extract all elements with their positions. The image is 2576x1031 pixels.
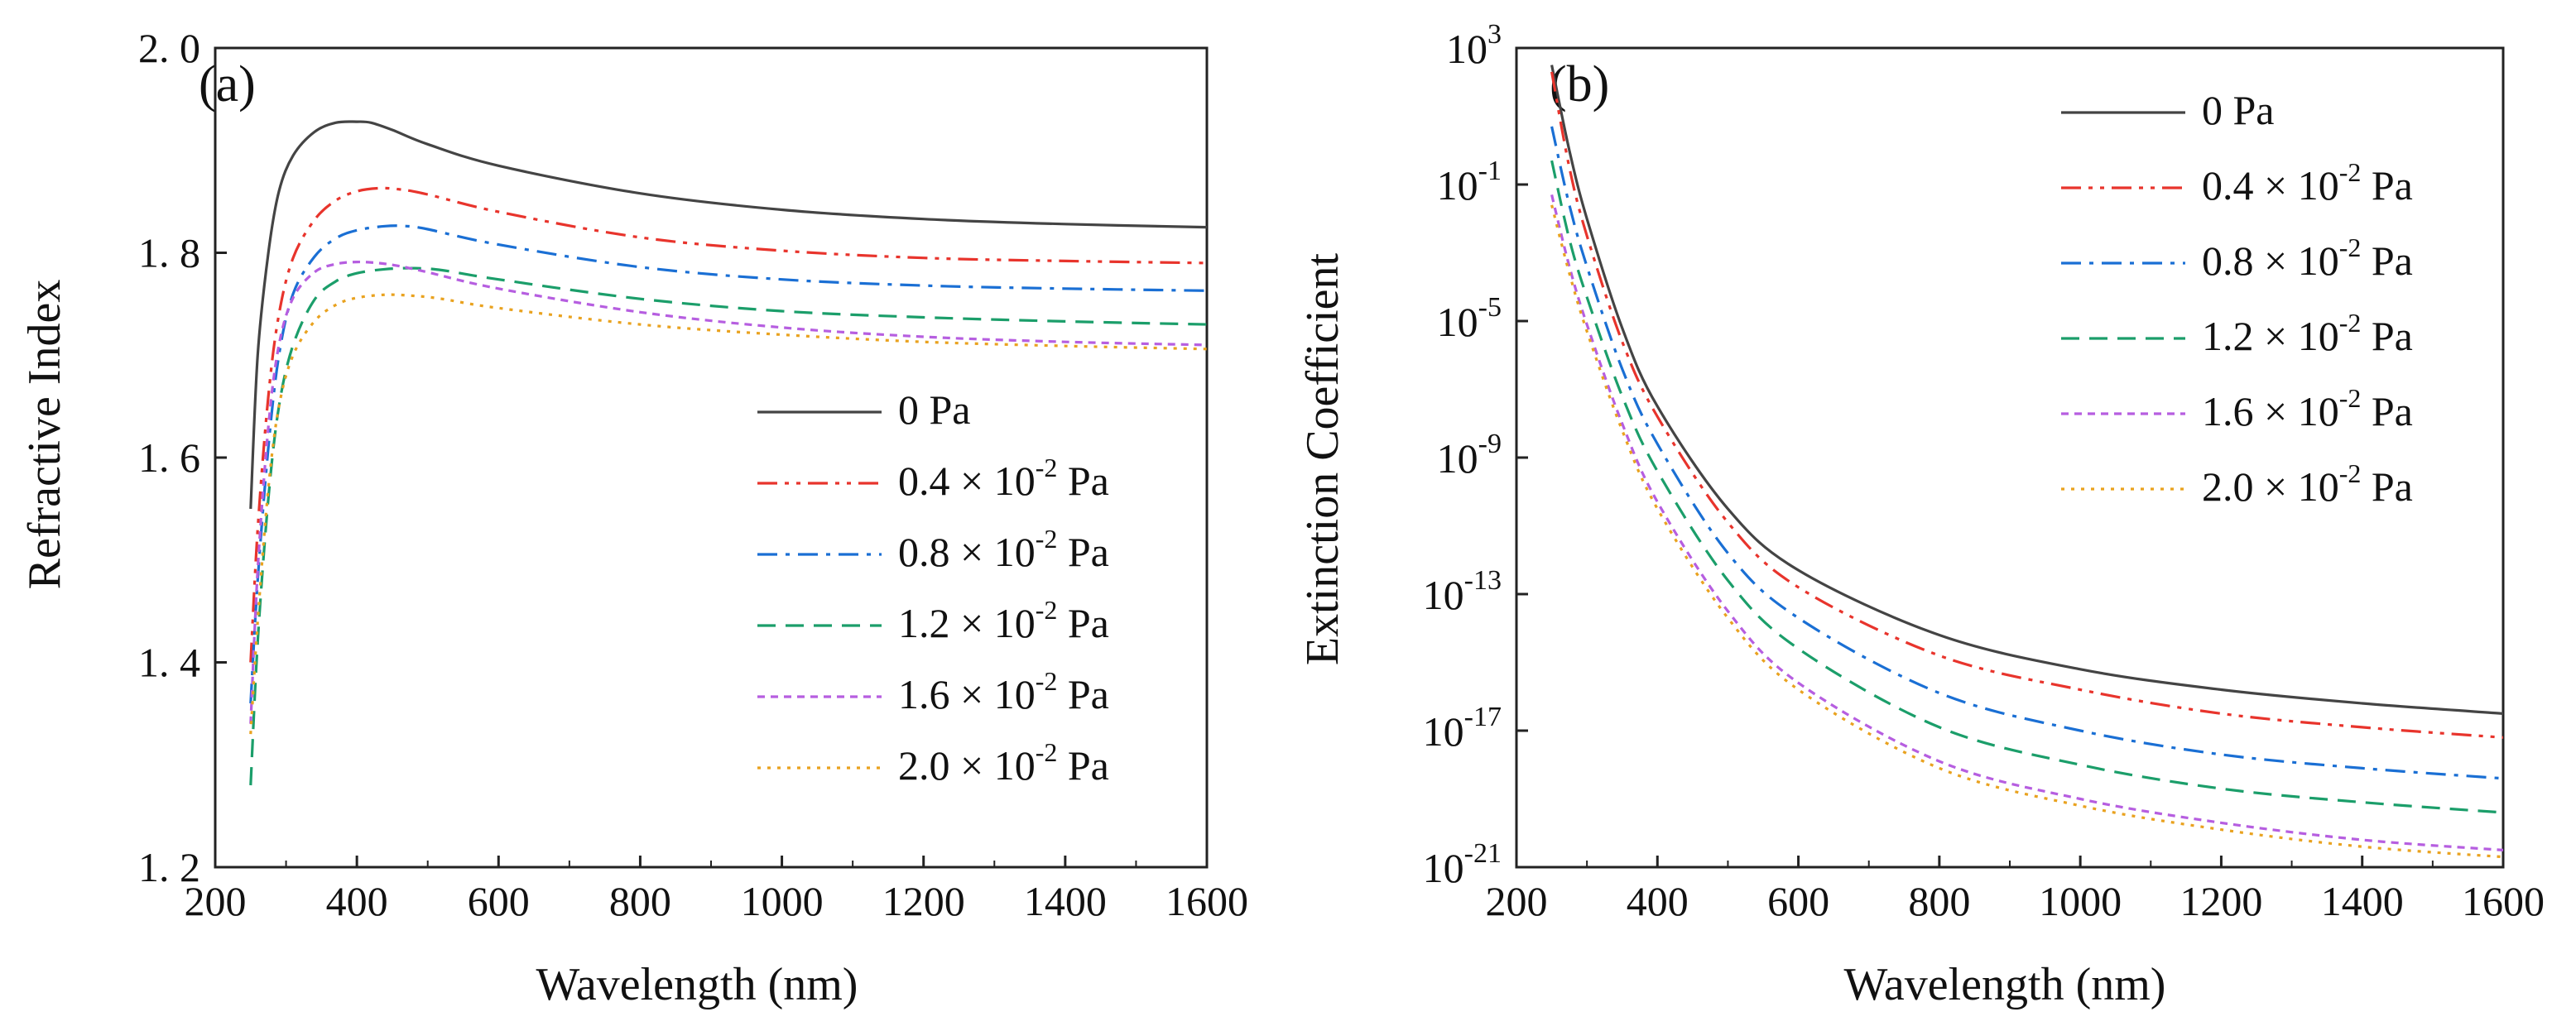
x-tick-label: 1600 [2462,878,2545,924]
y-tick-label: 10-5 [1437,292,1502,345]
x-tick-label: 1200 [882,878,965,924]
y-tick-label: 1. 8 [138,230,200,276]
legend-entry: 1.6 × 10-2 Pa [898,666,1109,717]
y-tick-label: 1. 2 [138,844,200,890]
series-line [249,293,1207,735]
x-tick-label: 200 [185,878,247,924]
legend-entry: 0 Pa [2202,87,2275,133]
y-tick-label: 10-9 [1437,429,1502,482]
y-tick-label: 103 [1446,19,1502,72]
y-tick-label: 10-17 [1423,702,1502,755]
x-tick-label: 1000 [741,878,824,924]
series-line [249,120,1207,509]
x-tick-label: 400 [1627,878,1689,924]
series-line [249,260,1207,724]
y-tick-label: 1. 4 [138,640,200,686]
panel-b-extinction-coefficient-chart: (b) Wavelength (nm) Extinction Coefficie… [1297,19,2545,1010]
legend-entry: 2.0 × 10-2 Pa [2202,458,2413,510]
series-line [1550,194,2503,851]
x-tick-label: 400 [326,878,388,924]
x-tick-label: 800 [609,878,671,924]
legend-entry: 1.2 × 10-2 Pa [898,595,1109,646]
legend-entry: 1.6 × 10-2 Pa [2202,383,2413,434]
panel-b-x-axis-title: Wavelength (nm) [1844,959,2166,1010]
x-tick-label: 600 [468,878,530,924]
x-tick-label: 1200 [2180,878,2262,924]
x-tick-label: 1000 [2039,878,2122,924]
legend-entry: 0.8 × 10-2 Pa [2202,233,2413,284]
x-tick-label: 1600 [1165,878,1248,924]
legend-entry: 0.8 × 10-2 Pa [898,524,1109,575]
x-tick-label: 1400 [2321,878,2404,924]
panel-b-y-axis-title: Extinction Coefficient [1297,252,1348,665]
series-line [1550,126,2503,780]
legend-entry: 0.4 × 10-2 Pa [2202,157,2413,209]
panel-a-y-axis-title: Refractive Index [19,280,70,590]
x-tick-label: 1400 [1024,878,1107,924]
series-line [1550,204,2503,859]
series-line [1550,71,2503,739]
y-tick-label: 10-21 [1423,838,1502,891]
series-line [249,224,1207,704]
legend-entry: 2.0 × 10-2 Pa [898,737,1109,789]
legend-entry: 0.4 × 10-2 Pa [898,453,1109,504]
panel-a-x-axis-title: Wavelength (nm) [536,959,858,1010]
legend-entry: 1.2 × 10-2 Pa [2202,308,2413,359]
y-tick-label: 2. 0 [138,25,200,71]
x-tick-label: 200 [1486,878,1548,924]
y-tick-label: 10-13 [1423,565,1502,618]
x-tick-label: 800 [1908,878,1970,924]
series-line [249,186,1207,663]
series-line [1550,65,2503,715]
x-tick-label: 600 [1767,878,1829,924]
y-tick-label: 1. 6 [138,434,200,481]
panel-a-label: (a) [199,56,256,113]
legend-entry: 0 Pa [898,386,971,433]
panel-a-refractive-index-chart: (a) Wavelength (nm) Refractive Index 200… [19,25,1248,1010]
series-line [1550,160,2503,814]
y-tick-label: 10-1 [1437,156,1502,209]
